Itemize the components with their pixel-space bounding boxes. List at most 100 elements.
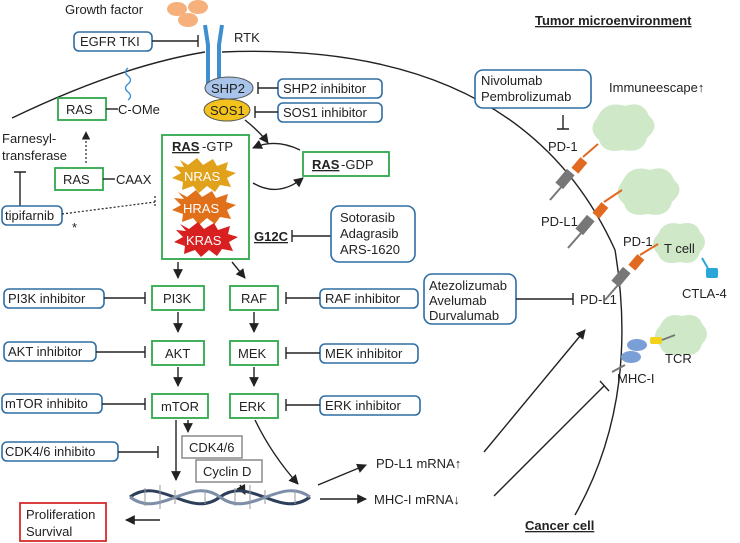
proliferation-label: Proliferation (26, 507, 95, 522)
pd1-top-label: PD-1 (548, 139, 578, 154)
g12c-inhibitors-box (330, 205, 416, 263)
raf-inhibit-line (285, 292, 320, 304)
ras-gdp-label-b: -GDP (341, 157, 374, 172)
atezolizumab-label: Atezolizumab (429, 278, 507, 293)
proliferation-box (19, 502, 107, 542)
ctla4-label: CTLA-4 (682, 286, 727, 301)
mek-inhibit-line (285, 347, 320, 359)
g12c-label: G12C (254, 229, 289, 244)
cdk-inhibitor-label: CDK4/6 inhibito (5, 444, 95, 459)
hras-star (172, 190, 236, 225)
kras-star (174, 222, 238, 257)
egfr-tki-label: EGFR TKI (80, 34, 140, 49)
rtk-receptor (203, 24, 224, 90)
nras-label: NRAS (184, 169, 220, 184)
title-cancer-cell: Cancer cell (525, 518, 594, 533)
egfr-inhibit-line (152, 35, 199, 47)
cdk46-box (181, 435, 243, 459)
raf-inhibitor-label: RAF inhibitor (325, 291, 401, 306)
pdl1-right-label: PD-L1 (580, 292, 617, 307)
durvalumab-label: Durvalumab (429, 308, 499, 323)
akt-label: AKT (165, 346, 190, 361)
adagrasib-label: Adagrasib (340, 226, 399, 241)
gdp-to-gtp-arrow (252, 139, 301, 151)
erk-inhibitor-label: ERK inhibitor (325, 398, 402, 413)
tipifarnib-label: tipifarnib (5, 208, 54, 223)
pd1-drugs-box (474, 69, 592, 109)
akt-inhibit-line (96, 346, 146, 358)
cdk-inhibit-line (118, 446, 159, 458)
pembrolizumab-label: Pembrolizumab (481, 89, 571, 104)
shp2-label: SHP2 (211, 81, 245, 96)
akt-box (151, 340, 205, 366)
sotorasib-label: Sotorasib (340, 210, 395, 225)
ras-gdp-label-a: RAS (312, 157, 340, 172)
pdl1-mrna-label: PD-L1 mRNA↑ (376, 456, 461, 471)
pdl1-mrna-to-pdl1-arrow (483, 329, 586, 453)
pi3k-inhibit-line (104, 292, 146, 304)
ras-gtp-label-a: RAS (172, 139, 200, 154)
rtk-label: RTK (234, 30, 260, 45)
mhc1-complex (611, 334, 676, 373)
shp2-inhibit-line (257, 82, 278, 94)
growth-factor-blob-3 (178, 13, 198, 27)
pd1-mid-label: PD-1 (623, 234, 653, 249)
survival-label: Survival (26, 524, 72, 539)
sos1-label: SOS1 (210, 103, 245, 118)
pi3k-label: PI3K (163, 291, 192, 306)
ctla4-receptor (701, 257, 718, 278)
cdk46-label: CDK4/6 (189, 440, 235, 455)
growth-factor-blob-1 (167, 2, 187, 16)
dna-to-pdl1-mrna-arrow (317, 463, 367, 486)
tcell-1 (592, 104, 655, 151)
pd1-pdl1-pair-1 (549, 143, 599, 201)
tcell-3 (653, 223, 705, 263)
sos1-inhibitor-label: SOS1 inhibitor (283, 105, 367, 120)
mtor-box (151, 393, 209, 419)
tcell-label: T cell (664, 241, 695, 256)
farnesyltransferase-label-1: Farnesyl- (2, 131, 56, 146)
erk-box (229, 393, 279, 419)
g12c-inhibit-line (291, 230, 331, 242)
tipifarnib-inhibit-farnesyl (14, 171, 26, 206)
ras-to-raf-arrow (231, 261, 246, 279)
raf-label: RAF (241, 291, 267, 306)
ras-gtp-label-b: -GTP (202, 139, 233, 154)
mhc-mrna-inhibit-mhc (493, 380, 610, 497)
cyclin-d-label: Cyclin D (203, 464, 251, 479)
growth-factor-label: Growth factor (65, 2, 144, 17)
ras-membrane-label: RAS (66, 102, 93, 117)
cyclin-d-box (195, 459, 263, 483)
caax-label: CAAX (116, 172, 152, 187)
c-ome-label: C-OMe (118, 102, 160, 117)
tcr-label: TCR (665, 351, 692, 366)
pd1-drug-inhibit (557, 115, 569, 130)
mek-inhibitor-label: MEK inhibitor (325, 346, 403, 361)
dna-helix (129, 485, 311, 509)
mhc-mrna-label: MHC-I mRNA↓ (374, 492, 460, 507)
raf-box (229, 285, 279, 311)
mek-label: MEK (238, 346, 267, 361)
avelumab-label: Avelumab (429, 293, 487, 308)
ars1620-label: ARS-1620 (340, 242, 400, 257)
akt-inhibitor-label: AKT inhibitor (8, 344, 83, 359)
tcell-2 (617, 168, 680, 215)
erk-label: ERK (239, 399, 266, 414)
ras-caax-label: RAS (63, 172, 90, 187)
mek-box (229, 340, 279, 366)
shp2-inhibitor-label: SHP2 inhibitor (283, 81, 367, 96)
tipifarnib-dotted-inhibit (61, 196, 156, 215)
ras-gdp-box (302, 151, 390, 177)
pi3k-inhibitor-label: PI3K inhibitor (8, 291, 86, 306)
nivolumab-label: Nivolumab (481, 73, 542, 88)
farnesyltransferase-label-2: transferase (2, 148, 67, 163)
sos1-node (203, 98, 251, 122)
title-tumor-microenvironment: Tumor microenvironment (535, 13, 692, 28)
pdl1-drug-inhibit (516, 293, 574, 305)
hras-label: HRAS (183, 201, 219, 216)
immune-escape-label: Immuneescape↑ (609, 80, 704, 95)
pd1-pdl1-pair-2 (567, 189, 623, 249)
pi3k-box (151, 285, 205, 311)
farnesyl-tail (124, 67, 132, 101)
